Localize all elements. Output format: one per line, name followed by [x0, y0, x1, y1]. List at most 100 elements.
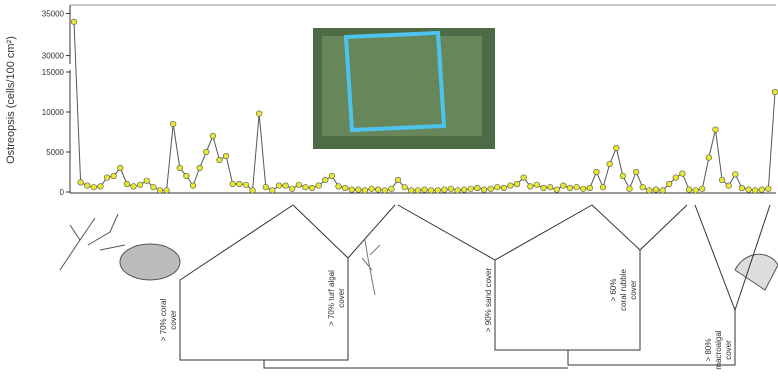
coral-illustration [60, 214, 180, 280]
data-point [164, 188, 170, 194]
data-point [243, 182, 249, 188]
data-point [91, 184, 97, 190]
cluster-label: > 60% [609, 279, 618, 302]
data-point [680, 171, 686, 177]
data-point [719, 177, 725, 183]
data-point [382, 188, 388, 194]
data-point [263, 184, 269, 190]
data-point [296, 182, 302, 188]
data-point [501, 185, 507, 191]
data-point [395, 177, 401, 183]
data-point [144, 178, 150, 184]
data-point [514, 181, 520, 187]
data-point [329, 173, 335, 179]
cluster-label: > 80% [704, 339, 713, 362]
data-point [666, 181, 672, 187]
data-point [494, 184, 500, 190]
data-point [151, 184, 157, 190]
data-point [402, 184, 408, 190]
data-point [541, 185, 547, 191]
data-point [422, 187, 428, 193]
data-point [673, 175, 679, 181]
data-point [653, 187, 659, 193]
y-tick-label: 35000 [42, 9, 65, 18]
cluster-label: > 90% sand cover [484, 268, 493, 333]
data-point [389, 186, 395, 192]
data-point [766, 186, 772, 192]
data-point [210, 133, 216, 139]
y-tick-label: 15000 [42, 68, 65, 77]
data-point [415, 188, 421, 194]
data-point [237, 181, 243, 187]
data-point [342, 185, 348, 191]
data-point [362, 188, 368, 194]
cluster-label: cover [169, 310, 178, 330]
cluster-label: > 70% coral [159, 299, 168, 342]
data-point [303, 184, 309, 190]
data-point [309, 185, 315, 191]
data-point [323, 177, 329, 183]
cluster-label: cover [629, 280, 638, 300]
data-point [647, 188, 653, 194]
data-point [627, 186, 633, 192]
data-point [230, 181, 236, 187]
macroalgae-illustration [735, 254, 778, 290]
data-point [574, 184, 580, 190]
data-point [270, 188, 276, 194]
data-point [78, 180, 84, 186]
data-point [759, 187, 765, 193]
cluster-label: cover [337, 288, 346, 308]
y-tick-label: 10000 [42, 108, 65, 117]
cluster-label: coral rubble [619, 269, 628, 311]
data-point [203, 149, 209, 155]
data-point [256, 111, 262, 117]
data-point [640, 184, 646, 190]
cluster-label: cover [724, 340, 733, 360]
data-point [170, 121, 176, 127]
data-point [283, 183, 289, 189]
data-point [448, 186, 454, 192]
data-point [686, 187, 692, 193]
data-point [508, 183, 514, 189]
data-point [98, 184, 104, 190]
data-point [197, 165, 203, 171]
data-point [356, 187, 362, 193]
data-point [435, 188, 441, 194]
y-tick-label: 5000 [46, 148, 64, 157]
data-point [137, 182, 143, 188]
data-point [594, 169, 600, 175]
data-point [481, 187, 487, 193]
data-point [733, 172, 739, 178]
dendrogram [180, 205, 770, 368]
data-point [534, 182, 540, 188]
data-point [349, 187, 355, 193]
data-point [428, 188, 434, 194]
data-point [554, 187, 560, 193]
data-point [772, 89, 778, 95]
data-point [613, 145, 619, 151]
data-point [124, 181, 130, 187]
y-axis-label: Ostreopsis (cells/100 cm²) [5, 36, 17, 164]
data-point [250, 188, 256, 194]
data-point [713, 127, 719, 133]
cluster-label: macroalgal [714, 330, 723, 369]
data-point [726, 183, 732, 189]
y-tick-label: 0 [60, 188, 65, 197]
data-point [660, 188, 666, 194]
data-point [157, 188, 163, 194]
data-point [620, 173, 626, 179]
data-point [547, 184, 553, 190]
data-point [190, 183, 196, 189]
cluster-label: > 70% turf algal [327, 270, 336, 326]
data-point [752, 188, 758, 194]
data-point [461, 187, 467, 193]
data-point [587, 185, 593, 191]
data-point [316, 183, 322, 189]
data-point [276, 183, 282, 189]
data-point [131, 184, 137, 190]
data-point [468, 186, 474, 192]
data-point [528, 184, 534, 190]
data-point [455, 188, 461, 194]
data-point [633, 169, 639, 175]
data-point [561, 183, 567, 189]
